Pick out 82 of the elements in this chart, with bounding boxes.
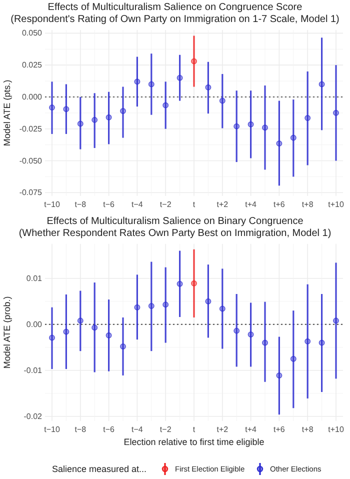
x-axis-title: Election relative to first time eligible — [124, 437, 264, 447]
y-tick-label: -0.075 — [19, 188, 43, 198]
point — [290, 134, 296, 141]
point — [176, 74, 183, 81]
x-tick-label: t−2 — [160, 200, 172, 209]
chart-subtitle: (Whether Respondent Rates Own Party Best on Immigration, Model 1) — [18, 228, 332, 239]
x-tick-label: t — [192, 200, 196, 209]
point — [176, 280, 183, 287]
legend-title: Salience measured at... — [52, 464, 147, 474]
y-tick-label: 0.00 — [26, 320, 43, 329]
x-tick-label: t−6 — [103, 425, 116, 434]
chart-subtitle: (Respondent's Rating of Own Party on Immigration on 1-7 Scale, Model 1) — [10, 14, 340, 25]
y-tick-label: -0.02 — [24, 412, 43, 421]
point — [92, 324, 98, 331]
x-tick-label: t−8 — [74, 200, 87, 209]
point — [134, 78, 140, 85]
point — [248, 121, 254, 128]
point — [191, 58, 197, 64]
x-tick-label: t+10 — [328, 425, 344, 434]
point — [63, 106, 70, 112]
x-tick-label: t+10 — [328, 200, 344, 209]
point — [234, 328, 240, 334]
y-tick-label: -0.050 — [19, 156, 43, 166]
x-tick-label: t — [192, 425, 196, 434]
y-tick-label: 0.050 — [22, 28, 43, 38]
point — [333, 110, 339, 116]
point — [318, 340, 325, 346]
point — [106, 114, 112, 120]
point — [162, 302, 169, 308]
x-tick-label: t+6 — [274, 425, 286, 434]
point — [276, 140, 282, 147]
point — [333, 318, 339, 324]
x-tick-label: t+2 — [216, 425, 229, 434]
point — [92, 116, 98, 123]
y-tick-label: 0.025 — [22, 60, 43, 70]
point — [318, 81, 325, 88]
x-tick-label: t+8 — [302, 200, 314, 209]
point — [304, 115, 311, 122]
point — [205, 84, 212, 90]
point — [106, 332, 112, 338]
x-tick-label: t−6 — [103, 200, 116, 209]
point — [148, 81, 154, 88]
point — [276, 372, 282, 378]
point — [205, 298, 212, 304]
x-tick-label: t−4 — [132, 200, 144, 209]
x-tick-label: t+4 — [245, 200, 258, 209]
x-tick-label: t+6 — [274, 200, 286, 209]
point — [148, 302, 154, 309]
point — [219, 306, 226, 312]
y-tick-label: -0.025 — [19, 124, 43, 134]
point — [49, 104, 55, 111]
chart-title: Effects of Multiculturalism Salience on Binary Congruence — [46, 216, 304, 227]
x-tick-label: t−4 — [132, 425, 144, 434]
x-tick-label: t−8 — [74, 425, 87, 434]
point — [63, 328, 70, 335]
x-tick-label: t−2 — [160, 425, 172, 434]
point — [262, 124, 268, 131]
point — [49, 334, 55, 341]
point — [120, 343, 126, 350]
point — [234, 123, 240, 130]
x-tick-label: t+8 — [302, 425, 314, 434]
point — [77, 120, 84, 127]
point — [134, 304, 140, 310]
y-tick-label: 0.01 — [26, 274, 43, 283]
x-tick-label: t−10 — [44, 425, 60, 434]
y-axis-title: Model ATE (prob.) — [2, 296, 12, 369]
y-axis-title: Model ATE (pts.) — [2, 80, 12, 146]
point — [262, 340, 268, 346]
y-tick-label: 0.000 — [22, 92, 43, 102]
x-tick-label: t+2 — [216, 200, 229, 209]
x-tick-label: t+4 — [245, 425, 258, 434]
point — [77, 318, 84, 324]
x-tick-label: t−10 — [44, 200, 60, 209]
point — [191, 280, 197, 286]
chart-title: Effects of Multiculturalism Salience on Congruence Score — [48, 2, 303, 13]
point — [120, 108, 126, 114]
point — [304, 338, 311, 344]
point — [219, 98, 226, 104]
point — [162, 102, 169, 108]
point — [248, 331, 254, 338]
y-tick-label: -0.01 — [24, 366, 43, 375]
point — [290, 356, 296, 362]
